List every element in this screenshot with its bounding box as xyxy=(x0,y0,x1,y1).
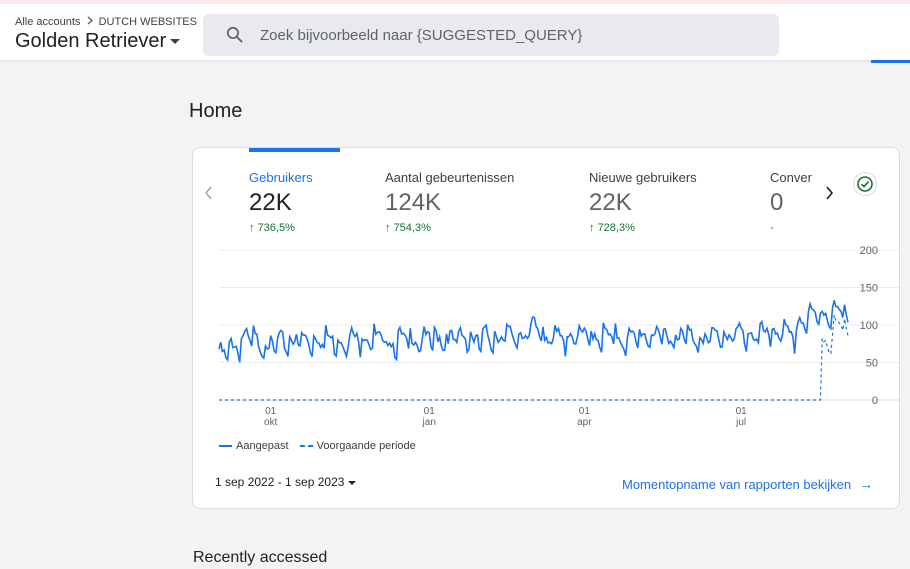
chevron-right-icon[interactable] xyxy=(821,184,837,205)
arrow-right-icon: → xyxy=(859,476,874,492)
page-title: Home xyxy=(189,100,243,122)
header-active-indicator xyxy=(871,60,910,63)
metric-tab-new-users[interactable]: Nieuwe gebruikers 22K ↑ 728,3% xyxy=(589,148,759,242)
check-circle-icon[interactable] xyxy=(853,172,877,196)
metric-label: Conver xyxy=(770,170,812,185)
y-tick-label: 100 xyxy=(860,320,878,332)
top-app-bar: Alle accounts DUTCH WEBSITES Golden Retr… xyxy=(0,0,910,60)
property-selector[interactable]: Golden Retriever xyxy=(15,30,181,53)
view-reports-label: Momentopname van rapporten bekijken xyxy=(622,477,852,492)
x-tick-day: 01 xyxy=(265,406,277,417)
header-divider xyxy=(0,60,910,62)
active-metric-indicator xyxy=(249,148,340,152)
metric-label: Gebruikers xyxy=(249,170,313,185)
breadcrumb-account[interactable]: DUTCH WEBSITES xyxy=(98,16,197,28)
search-bar[interactable]: Zoek bijvoorbeeld naar {SUGGESTED_QUERY} xyxy=(203,14,779,56)
y-tick-label: 0 xyxy=(872,395,878,407)
metric-value: 22K xyxy=(249,189,292,216)
breadcrumb: Alle accounts DUTCH WEBSITES xyxy=(15,16,197,28)
search-input[interactable]: Zoek bijvoorbeeld naar {SUGGESTED_QUERY} xyxy=(260,27,583,44)
metric-value: 0 xyxy=(770,189,784,216)
caret-down-icon xyxy=(170,39,181,45)
y-tick-label: 50 xyxy=(866,358,878,370)
search-icon xyxy=(226,26,243,43)
chevron-left-icon[interactable] xyxy=(201,184,217,205)
legend-solid-swatch xyxy=(219,445,232,448)
view-reports-link[interactable]: Momentopname van rapporten bekijken → xyxy=(622,476,873,492)
x-tick-month: jan xyxy=(422,417,436,428)
metric-delta: - xyxy=(770,222,774,234)
metric-label: Aantal gebeurtenissen xyxy=(385,170,515,185)
legend-dashed-swatch xyxy=(299,445,313,448)
metric-tab-events[interactable]: Aantal gebeurtenissen 124K ↑ 754,3% xyxy=(385,148,575,242)
legend-item-current: Aangepast xyxy=(219,440,289,452)
x-tick-day: 01 xyxy=(424,406,436,417)
y-tick-label: 150 xyxy=(860,283,878,295)
arrow-up-icon: ↑ xyxy=(589,222,595,234)
metric-delta: ↑ 736,5% xyxy=(249,222,295,234)
series-line-previous xyxy=(219,314,849,401)
x-tick-month: jul xyxy=(735,417,746,428)
metric-tab-users[interactable]: Gebruikers 22K ↑ 736,5% xyxy=(249,148,379,242)
chevron-right-icon xyxy=(86,16,94,28)
metric-tab-conversions[interactable]: Conver 0 - xyxy=(770,148,818,242)
recently-accessed-heading: Recently accessed xyxy=(193,549,328,566)
y-tick-label: 200 xyxy=(860,245,878,257)
breadcrumb-root[interactable]: Alle accounts xyxy=(15,16,81,28)
metric-delta: ↑ 728,3% xyxy=(589,222,635,234)
caret-down-icon xyxy=(348,480,357,485)
date-range-label: 1 sep 2022 - 1 sep 2023 xyxy=(215,475,345,489)
chart-legend: Aangepast Voorgaande periode xyxy=(219,440,424,452)
arrow-up-icon: ↑ xyxy=(385,222,391,234)
property-name: Golden Retriever xyxy=(15,30,167,52)
metric-value: 124K xyxy=(385,189,442,216)
legend-item-previous: Voorgaande periode xyxy=(299,440,416,452)
x-tick-month: okt xyxy=(264,417,278,428)
x-tick-month: apr xyxy=(577,417,592,428)
series-line-current xyxy=(218,300,849,363)
x-tick-day: 01 xyxy=(736,406,748,417)
overview-card: Gebruikers 22K ↑ 736,5% Aantal gebeurten… xyxy=(192,147,900,509)
metric-value: 22K xyxy=(589,189,632,216)
x-tick-day: 01 xyxy=(579,406,591,417)
date-range-picker[interactable]: 1 sep 2022 - 1 sep 2023 xyxy=(215,475,357,489)
metric-delta: ↑ 754,3% xyxy=(385,222,431,234)
account-picker[interactable]: Alle accounts DUTCH WEBSITES Golden Retr… xyxy=(8,12,197,57)
metric-label: Nieuwe gebruikers xyxy=(589,170,697,185)
arrow-up-icon: ↑ xyxy=(249,222,255,234)
